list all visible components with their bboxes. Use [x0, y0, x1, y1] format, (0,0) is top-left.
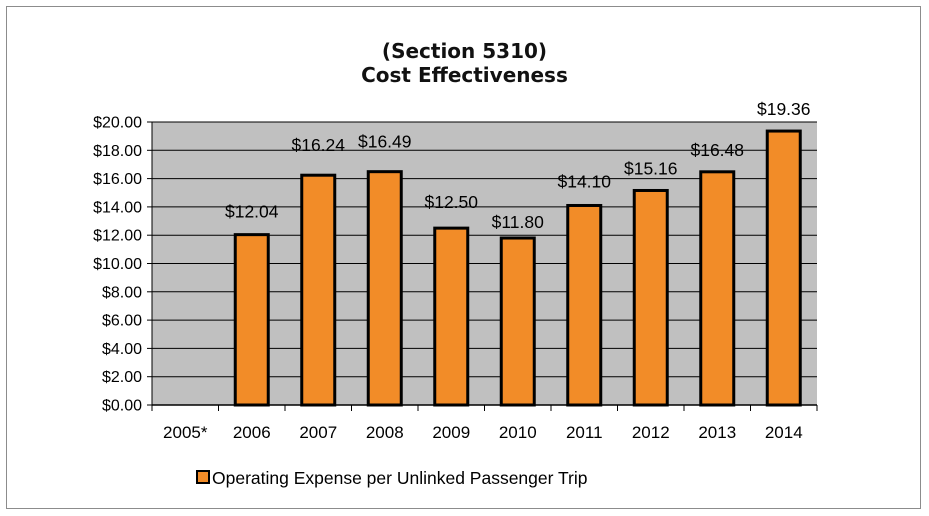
y-tick-label: $14.00: [93, 199, 142, 216]
x-tick-label: 2006: [233, 423, 271, 442]
y-axis-ticks: $0.00 $2.00 $4.00 $6.00 $8.00 $10.00 $12.00 $14…: [93, 115, 153, 415]
bar: [499, 236, 536, 407]
chart-subtitle: Cost Effectiveness: [361, 63, 568, 87]
y-tick-label: $8.00: [102, 284, 142, 301]
x-tick-label: 2013: [698, 423, 736, 442]
x-tick-label: 2005*: [163, 423, 208, 442]
data-label: $16.49: [358, 132, 412, 152]
x-tick-label: 2007: [299, 423, 337, 442]
data-label: $12.04: [225, 202, 279, 222]
x-tick-label: 2008: [366, 423, 404, 442]
bars: [233, 129, 802, 407]
data-label: $16.48: [690, 140, 744, 160]
data-label: $15.16: [624, 158, 678, 178]
legend: Operating Expense per Unlinked Passenger…: [196, 468, 588, 488]
x-tick-label: 2010: [499, 423, 537, 442]
x-tick-label: 2012: [632, 423, 670, 442]
data-label: $11.80: [492, 212, 544, 232]
bar: [765, 129, 802, 407]
bar: [300, 173, 337, 407]
data-label: $12.50: [424, 192, 478, 212]
x-tick-label: 2014: [765, 423, 803, 442]
chart-title: (Section 5310): [381, 39, 548, 63]
x-axis: 2005* 2006 2007 2008 2009 2010 2011 2012 2013 201…: [151, 404, 818, 442]
bar: [566, 203, 603, 407]
y-tick-label: $20.00: [93, 115, 142, 132]
legend-swatch: [196, 470, 210, 484]
chart-title-block: (Section 5310) Cost Effectiveness: [7, 39, 922, 87]
data-label: $14.10: [557, 171, 611, 191]
bar: [433, 226, 470, 407]
y-tick-label: $2.00: [102, 369, 142, 386]
y-tick-label: $12.00: [93, 228, 142, 245]
data-label: $16.24: [291, 135, 345, 155]
bar: [233, 233, 270, 407]
bar: [699, 170, 736, 407]
data-label: $19.36: [757, 99, 811, 119]
y-tick-label: $10.00: [93, 256, 142, 273]
data-labels: $12.04 $16.24 $16.49 $12.50 $11.80 $14.10 $15.…: [225, 99, 811, 232]
y-tick-label: $4.00: [102, 341, 142, 358]
y-tick-label: $6.00: [102, 313, 142, 330]
y-tick-label: $18.00: [93, 143, 142, 160]
x-tick-label: 2009: [432, 423, 470, 442]
bar: [366, 170, 403, 407]
y-tick-label: $0.00: [102, 398, 142, 415]
legend-label: Operating Expense per Unlinked Passenger…: [212, 468, 588, 488]
x-tick-label: 2011: [566, 423, 603, 442]
bar: [632, 188, 669, 407]
y-tick-label: $16.00: [93, 171, 142, 188]
